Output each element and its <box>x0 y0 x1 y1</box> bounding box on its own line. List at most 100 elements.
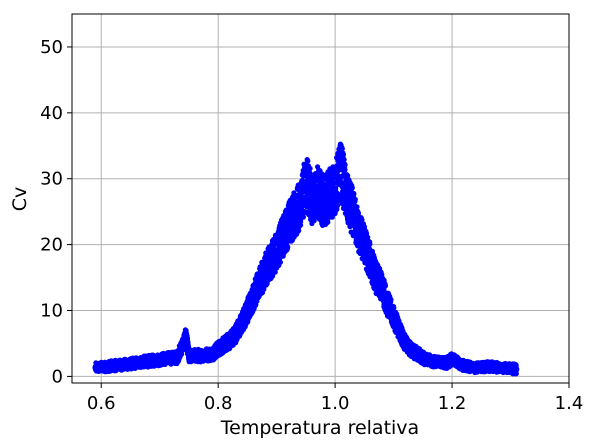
data-point <box>256 281 263 288</box>
data-point <box>197 352 204 359</box>
data-point <box>431 358 438 365</box>
y-tick-label: 50 <box>40 37 63 58</box>
data-point <box>373 274 379 281</box>
y-tick-label: 0 <box>52 366 63 387</box>
data-point <box>302 179 309 185</box>
data-point <box>272 269 278 275</box>
x-tick-label: 0.8 <box>204 393 233 414</box>
data-point <box>183 333 189 340</box>
x-tick-label: 1.2 <box>438 393 467 414</box>
data-point <box>279 235 286 241</box>
x-tick-label: 1.4 <box>555 393 584 414</box>
data-point <box>291 212 298 218</box>
data-point <box>495 364 502 371</box>
data-points <box>92 141 520 377</box>
data-point <box>267 258 274 265</box>
data-point <box>92 364 99 371</box>
data-point <box>238 320 245 327</box>
data-point <box>419 355 426 361</box>
data-point <box>262 268 268 274</box>
y-tick-label: 40 <box>40 103 63 124</box>
data-point <box>390 314 397 321</box>
data-point <box>355 210 362 216</box>
data-point <box>261 286 267 292</box>
ticks: 0.6 0.8 1.0 1.2 1.4 0 10 20 30 40 50 <box>40 37 583 414</box>
data-point <box>396 327 403 334</box>
data-point <box>285 221 292 228</box>
data-point <box>507 365 514 372</box>
data-point <box>332 185 339 192</box>
data-point <box>320 198 327 205</box>
x-axis-label: Temperatura relativa <box>220 417 419 439</box>
data-point <box>378 284 385 291</box>
data-point <box>472 364 479 371</box>
data-point <box>244 307 251 314</box>
data-point <box>338 165 344 172</box>
data-point <box>162 355 169 362</box>
data-point <box>388 297 394 303</box>
data-point <box>349 208 356 215</box>
data-point <box>185 353 192 359</box>
data-point <box>443 360 450 367</box>
data-point <box>361 241 368 248</box>
data-point <box>285 244 291 250</box>
data-point <box>484 363 491 370</box>
data-point <box>384 300 391 307</box>
data-point <box>150 357 157 364</box>
y-tick-label: 20 <box>40 235 63 256</box>
data-point <box>104 363 111 370</box>
data-point <box>300 214 306 220</box>
data-point <box>340 151 346 157</box>
data-point <box>127 360 134 367</box>
data-point <box>277 259 283 265</box>
data-point <box>307 165 313 172</box>
data-point <box>367 241 373 247</box>
data-point <box>302 209 308 215</box>
y-tick-label: 30 <box>40 169 63 190</box>
data-point <box>513 371 519 377</box>
data-point <box>414 350 420 357</box>
data-point <box>449 356 456 363</box>
data-point <box>339 146 345 152</box>
data-point <box>339 180 345 186</box>
x-tick-label: 0.6 <box>87 393 116 414</box>
data-point <box>367 258 374 265</box>
data-point <box>513 366 520 373</box>
data-point <box>408 347 415 354</box>
data-point <box>355 228 362 235</box>
data-point <box>311 218 317 224</box>
data-point <box>334 203 341 209</box>
data-point <box>209 351 216 357</box>
data-point <box>342 162 348 168</box>
data-point <box>341 157 347 163</box>
data-point <box>352 196 358 202</box>
data-point <box>460 362 467 369</box>
data-point <box>402 340 409 347</box>
data-point <box>273 248 280 255</box>
data-point <box>329 214 335 220</box>
data-point <box>336 197 342 203</box>
data-point <box>232 330 239 337</box>
data-point <box>226 337 233 344</box>
data-point <box>354 204 360 210</box>
x-tick-label: 1.0 <box>321 393 350 414</box>
data-point <box>115 362 122 369</box>
plot-frame <box>71 13 570 384</box>
data-point <box>345 173 351 179</box>
data-point <box>174 354 181 361</box>
data-point <box>308 195 315 202</box>
data-point <box>349 185 355 191</box>
data-point <box>250 294 257 301</box>
data-point <box>351 190 357 197</box>
data-point <box>305 158 311 164</box>
y-tick-label: 10 <box>40 301 63 322</box>
data-point <box>297 202 303 209</box>
data-point <box>343 195 350 202</box>
y-axis-label: Cv <box>9 187 31 212</box>
data-point <box>221 341 227 348</box>
data-point <box>215 345 222 352</box>
data-point <box>314 188 321 195</box>
data-point <box>391 305 397 311</box>
data-point <box>326 192 333 199</box>
